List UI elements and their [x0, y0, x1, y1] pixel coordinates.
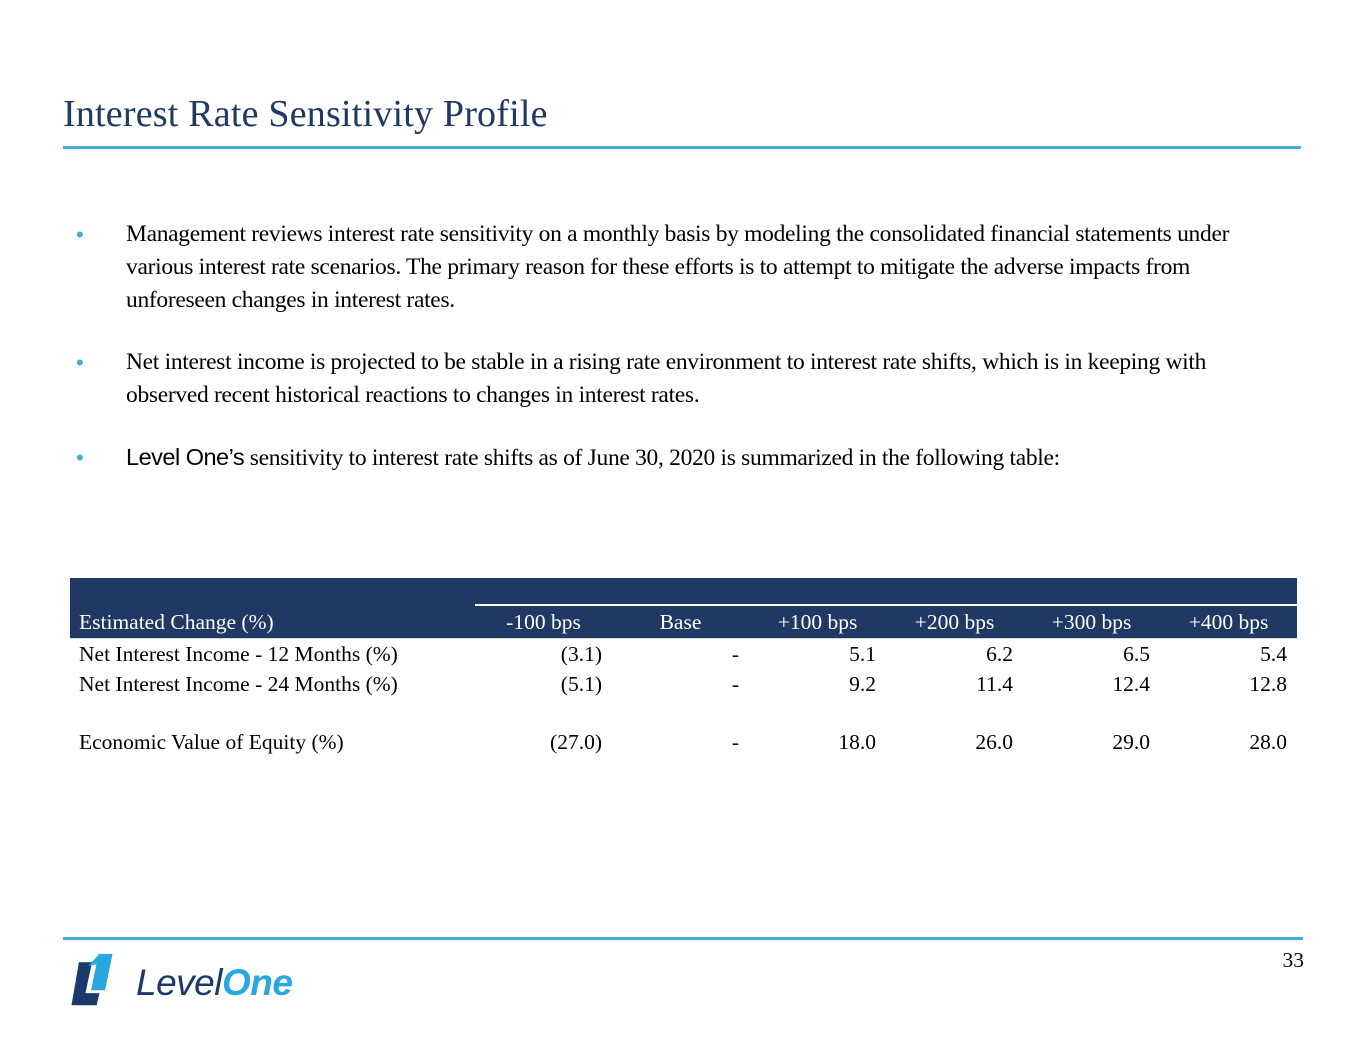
- table-cell: -: [731, 672, 739, 696]
- list-item: • Net interest income is projected to be…: [76, 346, 1301, 412]
- table-cell: (3.1): [560, 641, 602, 666]
- levelone-logo-icon: [71, 953, 113, 1006]
- table-cell: 6.5: [1123, 641, 1150, 666]
- column-header: +300 bps: [1051, 609, 1132, 634]
- bullet-icon: •: [76, 222, 84, 247]
- bullet-text: Net interest income is projected to be s…: [126, 349, 1207, 408]
- table-cell: 6.2: [986, 641, 1013, 666]
- page-title: Interest Rate Sensitivity Profile: [63, 93, 548, 135]
- table-header: Estimated Change (%) -100 bps Base +100 …: [70, 578, 1297, 638]
- row-label: Net Interest Income - 24 Months (%): [79, 672, 398, 696]
- table-row: Net Interest Income - 24 Months (%) (5.1…: [70, 669, 1297, 700]
- footer-divider-line: [63, 937, 1303, 940]
- column-header: -100 bps: [506, 609, 581, 634]
- logo-wordmark: LevelOne: [136, 956, 293, 1004]
- table-cell: 9.2: [849, 672, 876, 696]
- column-header: +200 bps: [914, 609, 995, 634]
- table-cell: 12.8: [1249, 672, 1287, 696]
- table-cell: (5.1): [560, 672, 602, 696]
- table-cell: 26.0: [975, 730, 1013, 754]
- brand-name: Level One’s: [126, 444, 245, 470]
- table-row: Net Interest Income - 12 Months (%) (3.1…: [70, 638, 1297, 669]
- header-divider-line: [475, 604, 1297, 606]
- bullet-list: • Management reviews interest rate sensi…: [76, 218, 1301, 504]
- table-cell: 12.4: [1112, 672, 1150, 696]
- bullet-text: Level One’s sensitivity to interest rate…: [126, 441, 1286, 475]
- logo-text-level: Level: [136, 962, 222, 1003]
- column-header: +400 bps: [1188, 609, 1269, 634]
- bullet-text: Management reviews interest rate sensiti…: [126, 221, 1230, 313]
- table-cell: 18.0: [838, 730, 876, 754]
- table-body: Net Interest Income - 12 Months (%) (3.1…: [70, 638, 1297, 758]
- title-underline: [63, 146, 1301, 149]
- bullet-icon: •: [76, 350, 84, 375]
- table-cell: 5.1: [849, 641, 876, 666]
- column-header: Base: [659, 609, 702, 634]
- table-cell: 29.0: [1112, 730, 1150, 754]
- table-spacer-row: [70, 700, 1297, 727]
- sensitivity-table: Estimated Change (%) -100 bps Base +100 …: [70, 578, 1297, 758]
- table-cell: 11.4: [976, 672, 1013, 696]
- table-cell: -: [731, 641, 739, 666]
- list-item: • Management reviews interest rate sensi…: [76, 218, 1301, 317]
- table-cell: 5.4: [1260, 641, 1287, 666]
- table-row: Economic Value of Equity (%) (27.0) - 18…: [70, 727, 1297, 758]
- list-item: • Level One’s sensitivity to interest ra…: [76, 441, 1301, 475]
- table-cell: 28.0: [1249, 730, 1287, 754]
- row-label: Economic Value of Equity (%): [79, 730, 344, 754]
- column-header: +100 bps: [777, 609, 858, 634]
- table-cell: (27.0): [550, 730, 602, 754]
- company-logo: LevelOne: [64, 950, 293, 1010]
- column-header: Estimated Change (%): [79, 609, 274, 634]
- bullet-text-rest: sensitivity to interest rate shifts as o…: [244, 445, 1060, 471]
- page-number: 33: [1282, 948, 1305, 972]
- table-cell: -: [731, 730, 739, 754]
- row-label: Net Interest Income - 12 Months (%): [79, 641, 398, 666]
- logo-text-one: One: [221, 962, 293, 1003]
- header-row: Estimated Change (%) -100 bps Base +100 …: [70, 606, 1297, 638]
- bullet-icon: •: [76, 445, 84, 470]
